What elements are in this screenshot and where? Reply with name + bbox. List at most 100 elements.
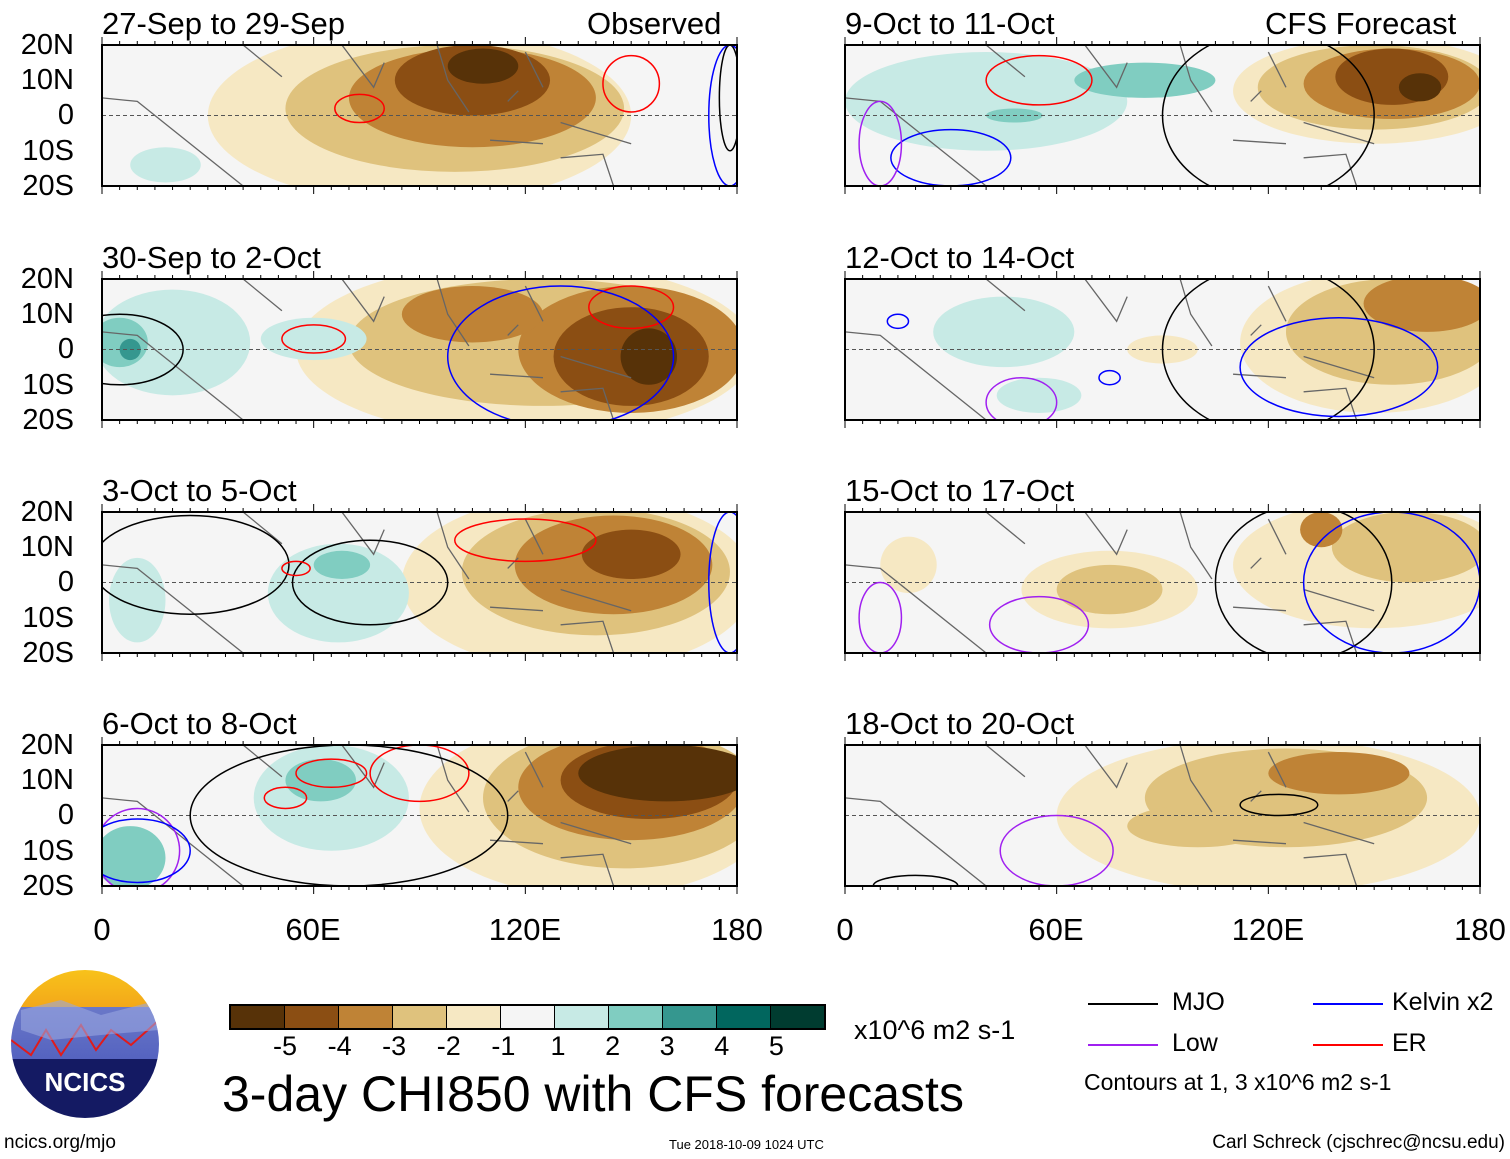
colorbar-label: -3 <box>382 1031 407 1061</box>
y-tick: 20S <box>22 869 74 902</box>
figure-title: 3-day CHI850 with CFS forecasts <box>222 1066 964 1122</box>
author: Carl Schreck (cjschrec@ncsu.edu) <box>1212 1132 1505 1153</box>
mjo-contour <box>102 514 290 615</box>
mjo-contour <box>1161 45 1375 186</box>
er-contour <box>985 54 1093 106</box>
mjo-contour <box>1239 793 1319 817</box>
colorbar-swatch <box>609 1006 663 1028</box>
x-tick: 120E <box>488 912 562 947</box>
coastline <box>102 512 632 653</box>
panel-title: 9-Oct to 11-Oct <box>845 6 1055 41</box>
er-contour <box>454 518 597 563</box>
low-contour <box>985 376 1058 420</box>
mjo-contour <box>718 45 737 152</box>
anomaly-shading <box>1056 564 1163 615</box>
x-tick: 0 <box>836 912 854 947</box>
colorbar-label: -5 <box>272 1031 298 1061</box>
mjo-contour <box>291 539 449 626</box>
anomaly-shading <box>1363 279 1480 332</box>
anomaly-shading <box>1268 752 1410 795</box>
legend-mjo: MJO <box>1172 988 1225 1016</box>
colorbar-swatch <box>501 1006 555 1028</box>
er-contour <box>334 93 385 124</box>
colorbar-swatch <box>555 1006 609 1028</box>
er-contour <box>281 324 347 354</box>
panel-title: 12-Oct to 14-Oct <box>845 240 1075 275</box>
coastline <box>845 512 1375 653</box>
anomaly-shading <box>620 328 678 385</box>
kelvin-contour <box>1098 369 1121 386</box>
anomaly-shading <box>109 557 166 643</box>
kelvin-contour <box>708 45 737 186</box>
kelvin-contour <box>886 313 910 330</box>
anomaly-shading <box>578 745 737 802</box>
x-tick: 0 <box>93 912 111 947</box>
colorbar-label: -1 <box>491 1031 516 1061</box>
map-panel: 6-Oct to 8-Oct <box>101 708 738 894</box>
colorbar-swatch <box>663 1006 717 1028</box>
ncics-logo[interactable]: NCICS <box>11 970 159 1118</box>
panel-title: 15-Oct to 17-Oct <box>845 473 1075 508</box>
low-line <box>1088 1044 1158 1046</box>
mjo-contour <box>1161 279 1375 420</box>
anomaly-shading <box>313 550 371 579</box>
y-tick: 10S <box>22 601 74 634</box>
anomaly-shading <box>401 286 543 343</box>
anomaly-shading <box>267 543 409 643</box>
forecast-label: CFS Forecast <box>1265 6 1457 41</box>
low-contour <box>988 595 1090 653</box>
mjo-contour <box>1214 512 1393 653</box>
x-tick: 180 <box>711 912 763 947</box>
kelvin-contour <box>102 818 191 884</box>
y-tick: 10N <box>20 298 74 331</box>
colorbar-swatch <box>447 1006 501 1028</box>
anomaly-shading <box>581 529 681 579</box>
y-tick: 20N <box>20 263 74 295</box>
kelvin-contour <box>890 128 1012 186</box>
anomaly-shading <box>1300 512 1343 548</box>
x-tick: 120E <box>1231 912 1305 947</box>
colorbar-units: x10^6 m2 s-1 <box>854 1015 1016 1045</box>
y-tick: 10S <box>22 134 74 167</box>
y-tick: 10N <box>20 531 74 564</box>
colorbar-label: -4 <box>327 1031 352 1061</box>
anomaly-shading <box>1398 73 1442 102</box>
legend-er: ER <box>1392 1029 1427 1057</box>
observed-label: Observed <box>587 6 722 41</box>
anomaly-shading <box>102 317 148 368</box>
mjo-contour <box>102 313 184 386</box>
colorbar-label: -2 <box>436 1031 461 1061</box>
colorbar-swatch <box>285 1006 339 1028</box>
coastline <box>102 45 632 186</box>
x-tick: 180 <box>1454 912 1506 947</box>
mjo-contour <box>872 874 959 886</box>
low-contour <box>858 581 903 653</box>
anomaly-shading <box>1074 62 1216 98</box>
kelvin-contour <box>447 285 675 420</box>
panel-title: 6-Oct to 8-Oct <box>102 706 297 741</box>
x-tick: 60E <box>285 912 341 947</box>
y-tick: 10N <box>20 64 74 97</box>
colorbar-swatch <box>231 1006 285 1028</box>
er-contour <box>281 560 311 577</box>
anomaly-shading <box>447 48 519 84</box>
map-panel: 18-Oct to 20-Oct <box>844 708 1481 894</box>
colorbar <box>229 1004 826 1030</box>
mjo-line <box>1088 1003 1158 1005</box>
y-tick: 10S <box>22 368 74 401</box>
anomaly-shading <box>1331 512 1480 583</box>
y-tick: 0 <box>57 99 74 132</box>
y-tick: 10S <box>22 834 74 867</box>
y-tick: 0 <box>57 333 74 366</box>
coastline <box>102 745 632 886</box>
mjo-contour <box>189 745 509 886</box>
legend-kelvin: Kelvin x2 <box>1392 988 1494 1016</box>
site-link[interactable]: ncics.org/mjo <box>4 1132 116 1153</box>
er-contour <box>588 285 675 330</box>
colorbar-label: 1 <box>550 1031 566 1061</box>
kelvin-contour <box>1239 317 1439 418</box>
map-panel: 27-Sep to 29-Sep <box>101 8 738 194</box>
low-contour <box>102 807 181 886</box>
panel-title: 30-Sep to 2-Oct <box>102 240 321 275</box>
y-tick: 20S <box>22 403 74 436</box>
